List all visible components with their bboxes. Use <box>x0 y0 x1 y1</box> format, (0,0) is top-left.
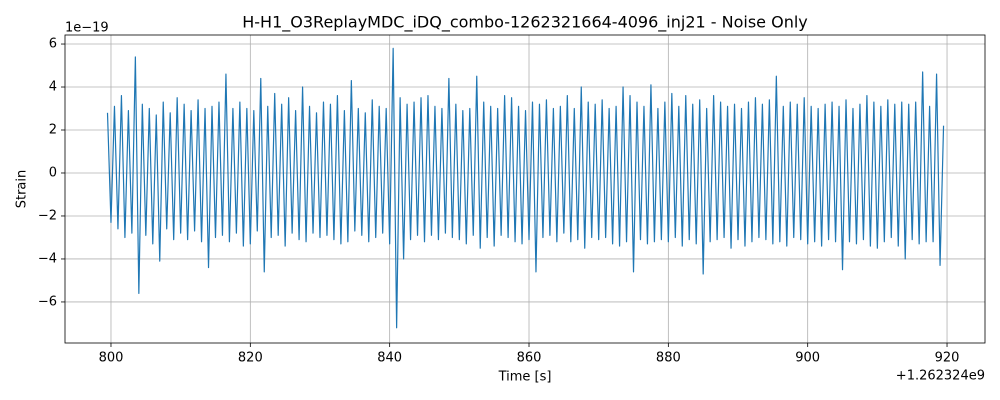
y-tick-label: −2 <box>38 208 57 223</box>
x-tick-label: 820 <box>238 351 263 366</box>
y-tick-label: 0 <box>49 165 57 180</box>
chart-title: H-H1_O3ReplayMDC_iDQ_combo-1262321664-40… <box>242 13 808 33</box>
x-tick-label: 920 <box>935 351 960 366</box>
x-axis-label: Time [s] <box>498 370 552 385</box>
y-offset-label: 1e−19 <box>65 21 109 36</box>
strain-line <box>106 47 945 329</box>
y-tick-label: 4 <box>49 80 57 95</box>
y-tick-label: 2 <box>49 123 57 138</box>
y-tick-label: 6 <box>49 37 57 52</box>
x-tick-label: 880 <box>656 351 681 366</box>
plot-frame <box>64 34 986 344</box>
y-tick-label: −6 <box>38 294 57 309</box>
y-axis-label: Strain <box>15 170 30 209</box>
x-tick-label: 860 <box>517 351 542 366</box>
x-tick-label: 900 <box>795 351 820 366</box>
x-tick-label: 800 <box>99 351 124 366</box>
y-tick-label: −4 <box>38 251 57 266</box>
x-tick-label: 840 <box>377 351 402 366</box>
x-offset-label: +1.262324e9 <box>896 369 985 384</box>
